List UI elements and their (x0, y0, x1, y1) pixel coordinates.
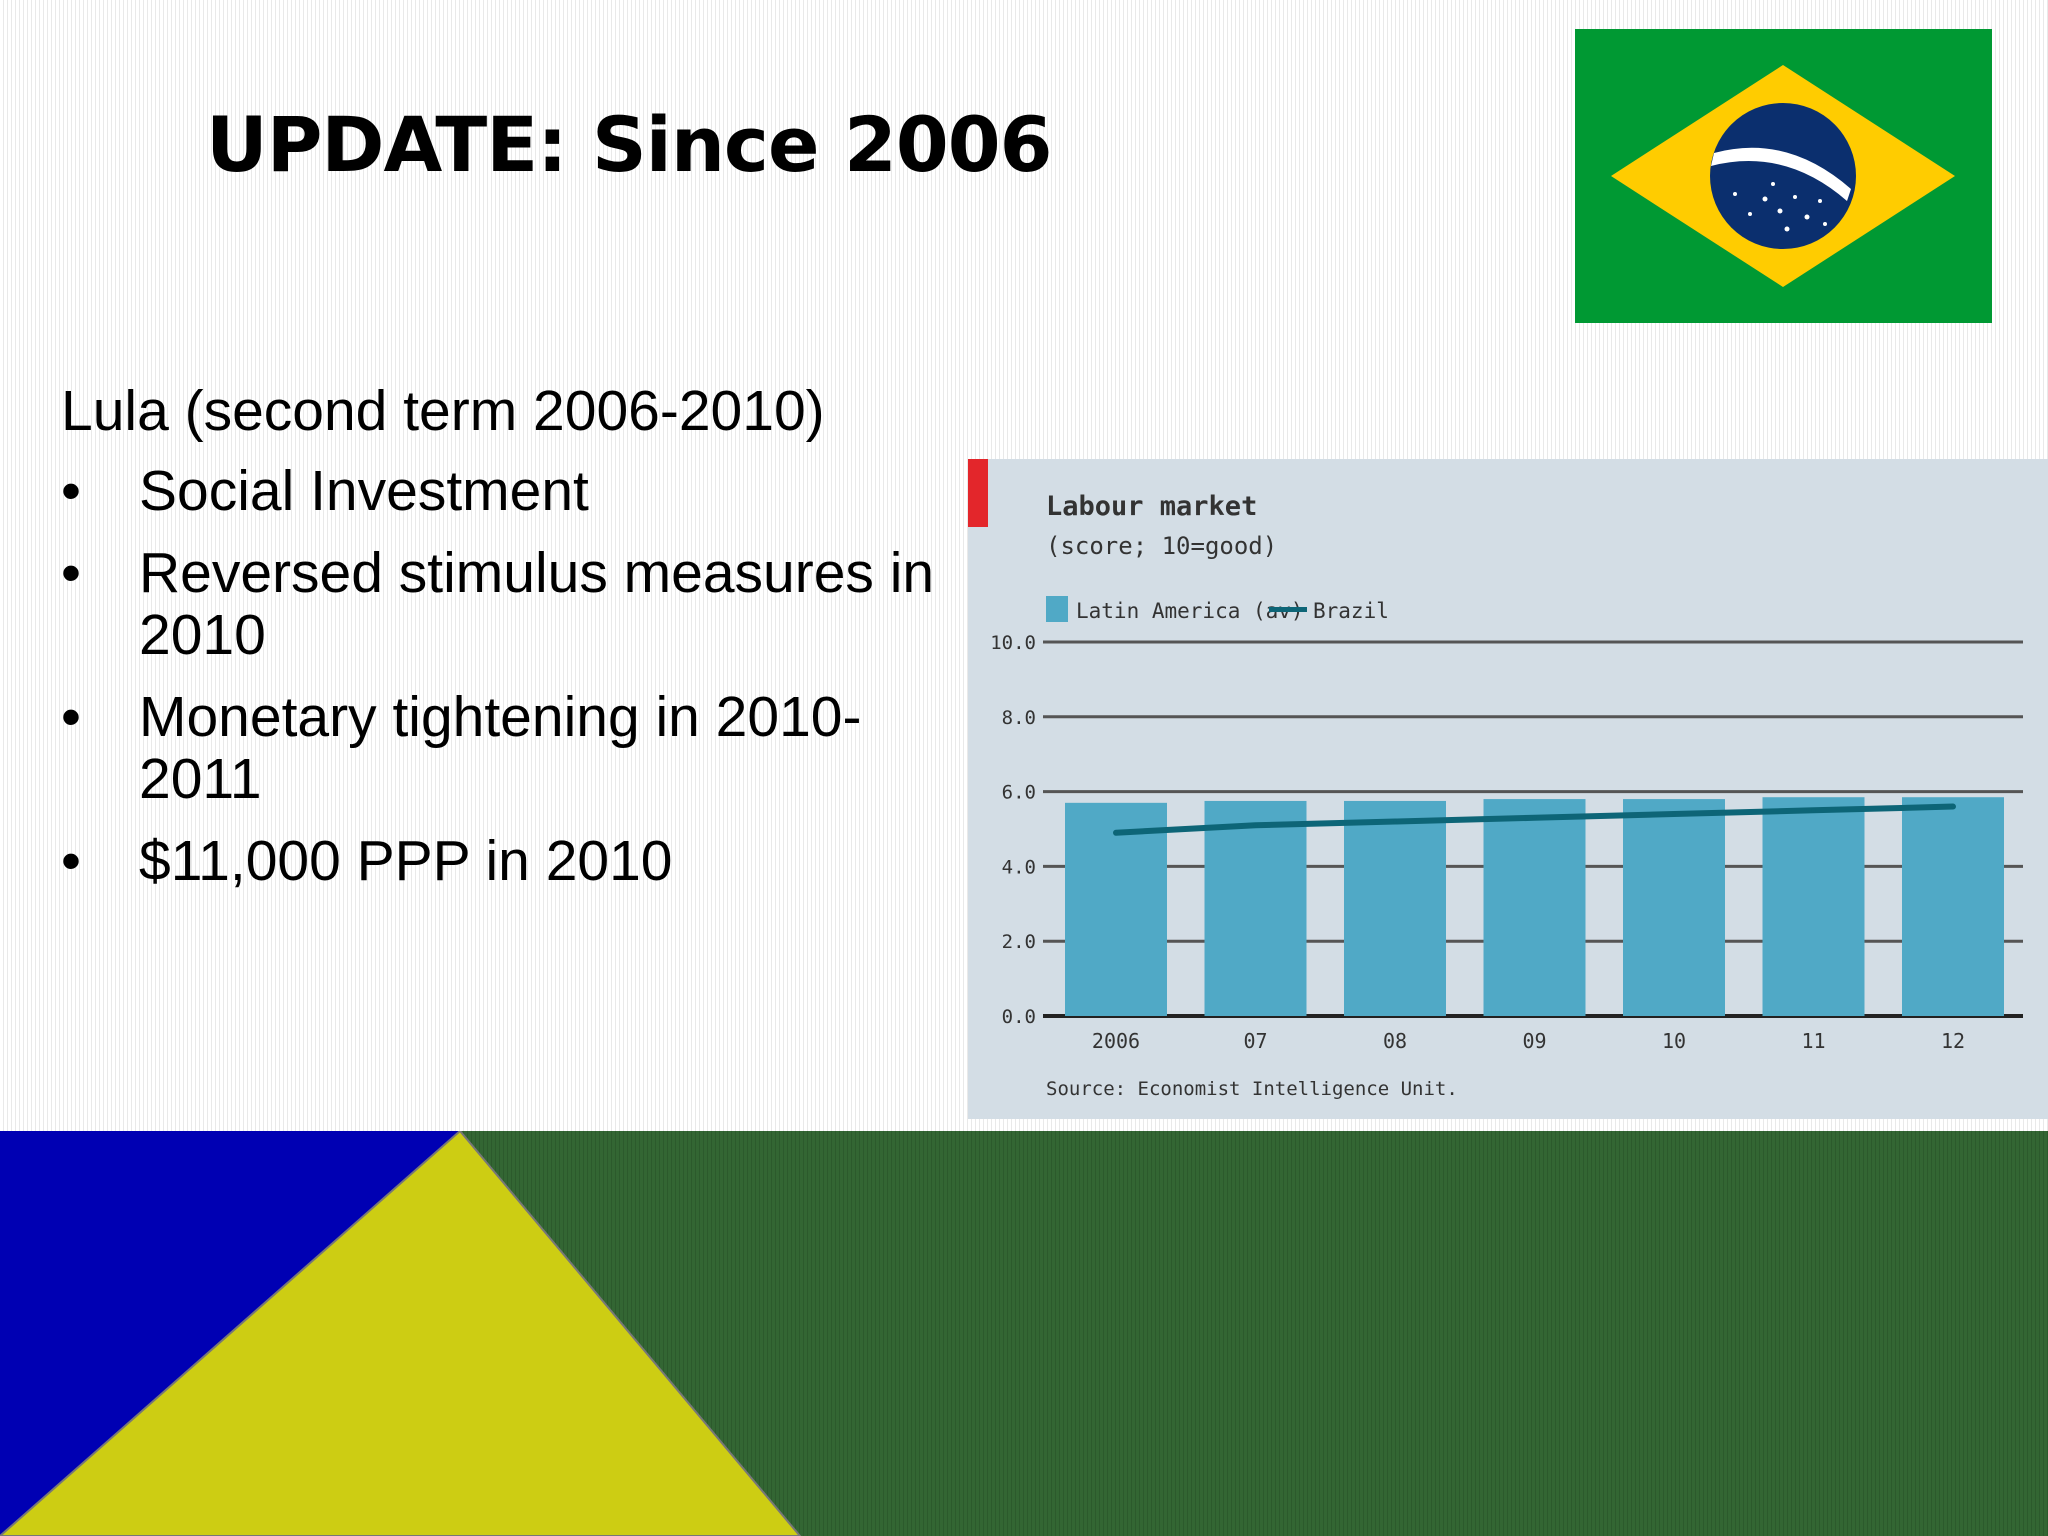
y-tick-label: 2.0 (1002, 931, 1036, 953)
chart-legend: Latin America (av) Brazil (1046, 596, 1389, 623)
bullet-item: • $11,000 PPP in 2010 (61, 830, 941, 892)
legend-label-latin-america: Latin America (av) (1076, 599, 1304, 623)
chart-title: Labour market (1046, 491, 1257, 522)
bullet-text: $11,000 PPP in 2010 (139, 829, 673, 893)
bar-latin-america (1902, 797, 2004, 1016)
point-brazil (1811, 808, 1816, 813)
x-tick-label: 11 (1801, 1029, 1825, 1053)
bottom-yellow-triangle (0, 1131, 802, 1536)
legend-swatch-latin-america (1046, 596, 1068, 622)
x-tick-label: 07 (1243, 1029, 1267, 1053)
point-brazil (1532, 815, 1537, 820)
chart-subtitle: (score; 10=good) (1046, 532, 1277, 560)
bullet-dot-icon: • (61, 685, 81, 749)
flag-motto-band (1711, 147, 1851, 201)
bar-latin-america (1623, 799, 1725, 1016)
bullet-dot-icon: • (61, 459, 81, 523)
x-tick-label: 2006 (1092, 1029, 1140, 1053)
bar-latin-america (1204, 800, 1307, 1016)
bullet-list: • Social Investment • Reversed stimulus me… (61, 460, 941, 892)
labour-market-chart: Labour market (score; 10=good) Latin Ame… (968, 459, 2048, 1119)
point-brazil (1393, 819, 1397, 824)
bullet-dot-icon: • (61, 829, 81, 893)
slide-body: Lula (second term 2006-2010) • Social Inv… (61, 378, 941, 912)
bar-latin-america (1344, 800, 1446, 1016)
legend-label-brazil: Brazil (1313, 599, 1389, 623)
chart-source: Source: Economist Intelligence Unit. (1046, 1078, 1458, 1100)
chart-line (1113, 803, 1956, 836)
flag-blue-globe (1710, 103, 1856, 249)
point-brazil (1672, 812, 1676, 817)
x-tick-label: 10 (1662, 1029, 1686, 1053)
slide-subtitle: Lula (second term 2006-2010) (61, 379, 825, 443)
y-tick-label: 10.0 (990, 632, 1036, 654)
bullet-item: • Reversed stimulus measures in 2010 (61, 542, 941, 666)
y-tick-label: 0.0 (1002, 1006, 1036, 1028)
bullet-text: Monetary tightening in 2010-2011 (139, 685, 862, 811)
chart-bars (1065, 797, 2004, 1016)
y-tick-label: 6.0 (1002, 782, 1036, 804)
y-tick-label: 4.0 (1002, 856, 1036, 878)
y-tick-label: 8.0 (1002, 707, 1036, 729)
bullet-text: Social Investment (139, 459, 589, 523)
bullet-text: Reversed stimulus measures in 2010 (139, 541, 935, 667)
point-brazil (1951, 804, 1955, 809)
bullet-dot-icon: • (61, 541, 81, 605)
x-tick-label: 09 (1522, 1029, 1546, 1053)
bar-latin-america (1065, 802, 1167, 1016)
slide-title: UPDATE: Since 2006 (206, 100, 1052, 189)
chart-accent-bar (968, 459, 988, 527)
point-brazil (1114, 830, 1118, 835)
chart-svg: Labour market (score; 10=good) Latin Ame… (968, 459, 2023, 1100)
flag-stars (1733, 182, 1827, 232)
bottom-decoration (0, 1131, 2048, 1536)
point-brazil (1253, 823, 1258, 828)
bullet-item: • Social Investment (61, 460, 941, 522)
bar-latin-america (1483, 799, 1586, 1016)
brazil-flag-icon (1575, 29, 1992, 323)
bar-latin-america (1762, 797, 1865, 1016)
x-tick-label: 08 (1383, 1029, 1407, 1053)
bullet-item: • Monetary tightening in 2010-2011 (61, 686, 941, 810)
x-tick-label: 12 (1941, 1029, 1965, 1053)
legend-swatch-brazil (1269, 607, 1307, 612)
chart-x-labels: 2006 07 08 09 10 11 12 (1092, 1029, 1965, 1053)
